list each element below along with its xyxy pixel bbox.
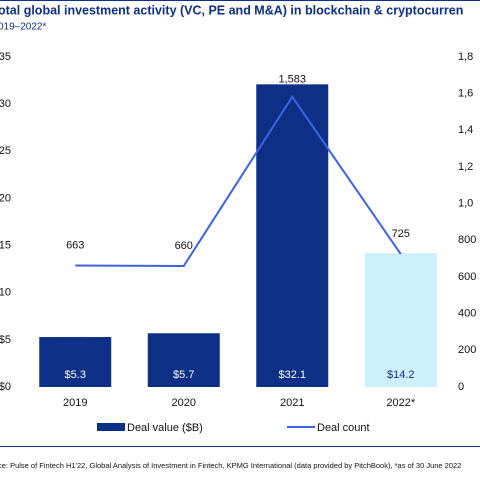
y-tick-label: 15 [0,239,11,251]
y2-tick-label: 1,4 [458,124,473,136]
legend-swatch [97,423,125,431]
chart-subtitle: 019–2022* [0,22,46,33]
y2-tick-label: 600 [458,271,476,283]
y2-tick-label: 1,2 [458,161,473,173]
bar [147,333,220,387]
y2-tick-label: 1,0 [458,198,473,210]
x-tick-label: 2020 [172,397,196,409]
chart-title: otal global investment activity (VC, PE … [0,3,463,17]
y-tick-label: 10 [0,287,11,299]
legend-label: Deal value ($B) [127,422,203,434]
source-note: ce: Pulse of Fintech H1'22, Global Analy… [0,461,461,470]
x-tick-label: 2022* [386,397,415,409]
y-tick-label: 25 [0,145,11,157]
bar [39,337,112,387]
bar [364,253,437,387]
line-value-label: 660 [175,240,193,252]
line [75,94,402,268]
y2-tick-label: 1,8 [458,51,473,63]
y2-tick-label: 800 [458,234,476,246]
bar [256,84,329,387]
bar-value-label: $5.7 [173,369,194,381]
x-tick-label: 2019 [63,397,87,409]
y-tick-label: 20 [0,192,11,204]
bar-value-label: $5.3 [65,369,86,381]
y-tick-label: 30 [0,98,11,110]
bar-value-label: $14.2 [387,369,415,381]
line-value-label: 1,583 [278,74,306,86]
y-tick-label: $5 [0,334,11,346]
y2-tick-label: 200 [458,344,476,356]
line-value-label: 725 [392,228,410,240]
y2-tick-label: 0 [458,381,464,393]
legend-label: Deal count [317,422,370,434]
line-value-label: 663 [66,239,84,251]
y-tick-label: $0 [0,381,11,393]
bar-value-label: $32.1 [278,369,306,381]
y2-tick-label: 400 [458,308,476,320]
y2-tick-label: 1,6 [458,88,473,100]
x-tick-label: 2021 [280,397,304,409]
y-tick-label: 35 [0,51,11,63]
